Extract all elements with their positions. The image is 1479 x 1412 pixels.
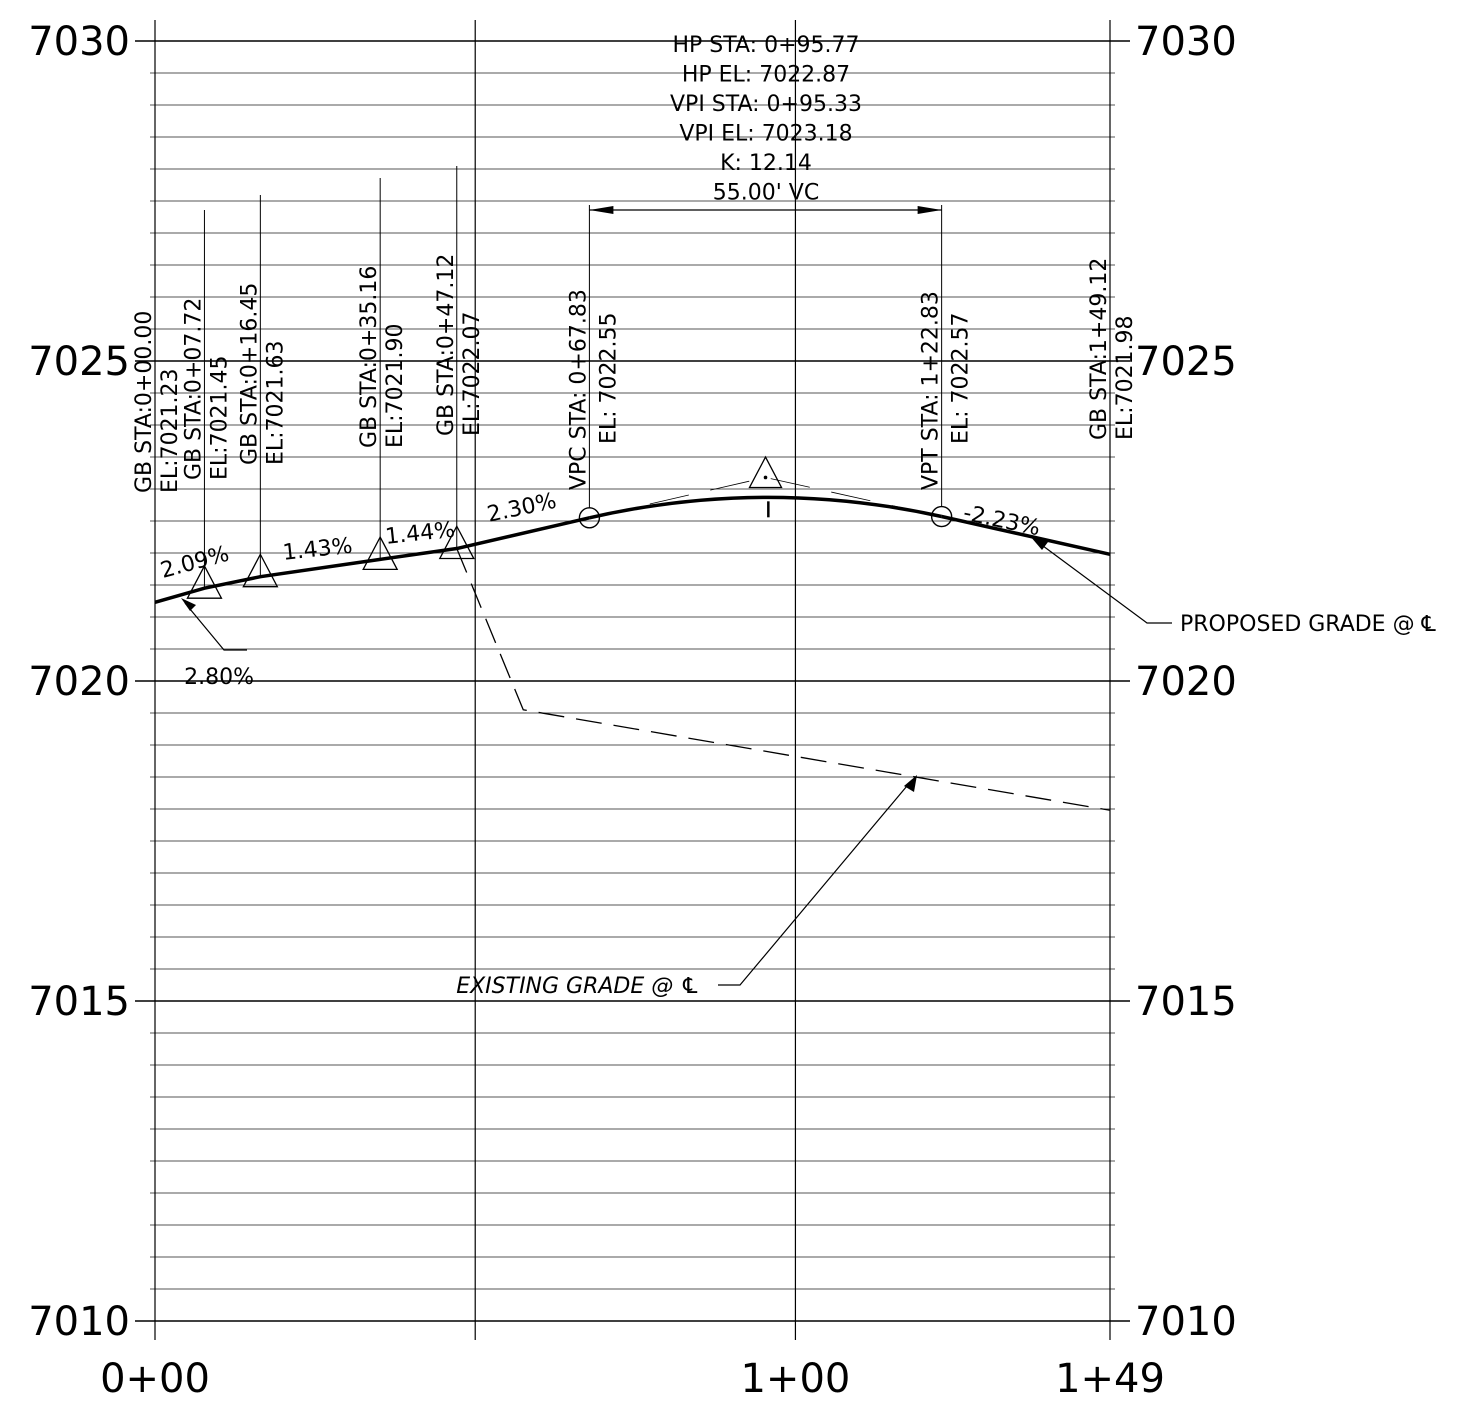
grade-break-marker	[186, 564, 223, 599]
slope-label: -2.23%	[961, 501, 1042, 542]
curve-info-label: HP EL: 7022.87	[682, 63, 850, 88]
vc-arrow-left	[589, 206, 614, 214]
y-tick-label-right: 7025	[1135, 339, 1237, 385]
y-tick-label-left: 7010	[28, 1299, 130, 1345]
existing-grade-leader	[718, 779, 913, 986]
slope-label: 2.30%	[485, 489, 559, 528]
y-tick-label-left: 7015	[28, 979, 130, 1025]
curve-info-label: 55.00' VC	[713, 181, 819, 206]
slope-leader-arrow	[181, 598, 196, 611]
y-tick-label-left: 7030	[28, 19, 130, 65]
vertical-curve	[589, 495, 943, 520]
axes: 7030 7030 7025 7025 7020 7020 7015 7015 7010 7010…	[28, 19, 1237, 1402]
grade-break-station-label: GB STA:0+16.45	[237, 283, 262, 465]
vpt-elevation-label: EL: 7022.57	[949, 312, 974, 444]
slope-label: 1.44%	[384, 518, 456, 550]
proposed-grade-line	[154, 516, 590, 604]
slope-label: 2.09%	[158, 542, 232, 584]
grid	[135, 20, 1130, 1340]
grade-break-elevation-label: EL:7021.23	[158, 368, 183, 493]
x-tick-label: 0+00	[100, 1356, 210, 1402]
proposed-grade-leader	[1034, 539, 1172, 624]
slope-label: 2.80%	[184, 665, 254, 690]
grade-break-station-label: GB STA:0+00.00	[132, 311, 157, 493]
grade-break-elevation-label: EL:7021.98	[1113, 315, 1138, 440]
curve-info-label: VPI EL: 7023.18	[679, 122, 852, 147]
y-tick-label-right: 7015	[1135, 979, 1237, 1025]
grade-break-elevation-label: EL:7021.63	[263, 340, 288, 465]
vpt-station-label: VPT STA: 1+22.83	[919, 291, 944, 490]
curve-info-label: HP STA: 0+95.77	[673, 33, 860, 58]
y-tick-label-right: 7020	[1135, 659, 1237, 705]
vc-arrow-right	[917, 206, 942, 214]
slope-label: 1.43%	[282, 534, 354, 566]
vpi-marker	[748, 455, 783, 489]
slope-leader	[184, 602, 247, 651]
vpc-elevation-label: EL: 7022.55	[596, 312, 621, 444]
proposed-grade-arrow	[1030, 536, 1048, 550]
existing-grade-line	[456, 548, 1111, 811]
grade-break-marker	[242, 552, 279, 588]
grade-break-station-label: GB STA:0+07.72	[181, 298, 206, 480]
proposed-grade	[154, 455, 1111, 604]
grade-break-station-label: GB STA:0+47.12	[434, 254, 459, 436]
y-tick-label-left: 7020	[28, 659, 130, 705]
y-tick-label-left: 7025	[28, 339, 130, 385]
grade-break-marker	[438, 524, 475, 560]
x-tick-label: 1+49	[1055, 1356, 1165, 1402]
curve-info-label: VPI STA: 0+95.33	[670, 92, 862, 117]
y-tick-label-right: 7010	[1135, 1299, 1237, 1345]
curve-point-marker	[930, 505, 953, 528]
curve-info-label: K: 12.14	[720, 151, 812, 176]
grade-break-marker	[362, 535, 399, 571]
existing-grade-arrow	[904, 775, 917, 792]
existing-grade	[456, 548, 1111, 811]
proposed-grade-label: PROPOSED GRADE @ ℄	[1180, 612, 1437, 637]
proposed-grade-tail	[941, 514, 1111, 556]
grade-break-elevation-label: EL:7021.90	[383, 323, 408, 448]
grade-break-elevation-label: EL:7021.45	[207, 355, 232, 480]
grade-break-station-label: GB STA:0+35.16	[357, 266, 382, 448]
existing-grade-label: EXISTING GRADE @ ℄	[456, 974, 700, 999]
vpc-station-label: VPC STA: 0+67.83	[566, 289, 591, 490]
vpi-point	[763, 475, 768, 480]
grade-break-elevation-label: EL:7022.07	[460, 311, 485, 436]
grade-break-station-label: GB STA:1+49.12	[1087, 258, 1112, 440]
x-tick-label: 1+00	[740, 1356, 850, 1402]
y-tick-label-right: 7030	[1135, 19, 1237, 65]
